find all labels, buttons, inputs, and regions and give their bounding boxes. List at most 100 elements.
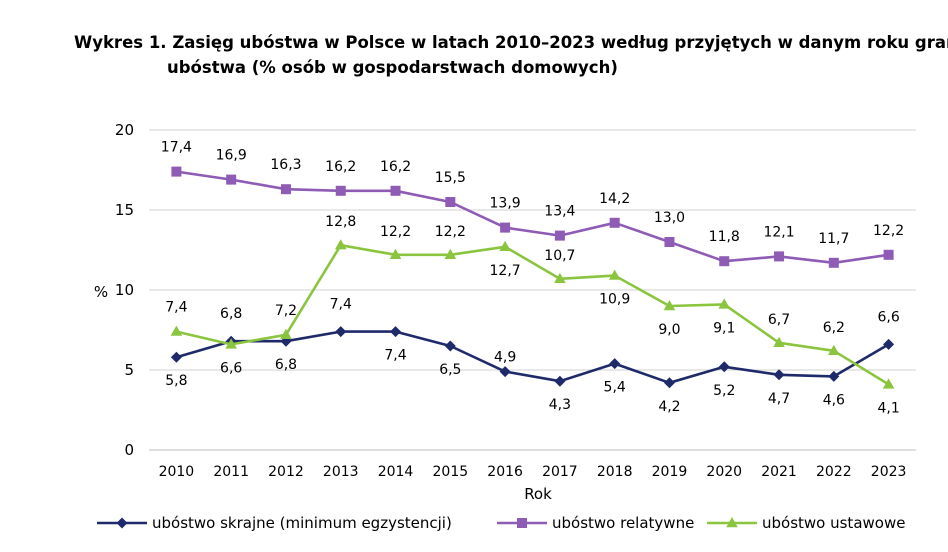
data-point-ustawowe xyxy=(334,239,347,250)
data-point-relatywne xyxy=(171,166,182,177)
data-label-relatywne: 16,2 xyxy=(325,159,356,175)
x-tick-label: 2010 xyxy=(159,464,195,480)
data-point-skrajne xyxy=(390,326,402,338)
series-line-skrajne xyxy=(176,330,890,385)
data-label-ustawowe: 12,2 xyxy=(435,224,466,240)
data-point-relatywne xyxy=(883,249,894,260)
x-tick-label: 2013 xyxy=(323,464,359,480)
data-point-ustawowe xyxy=(389,248,402,259)
legend-marker-relatywne xyxy=(517,518,527,528)
data-point-relatywne xyxy=(445,197,456,207)
data-point-skrajne xyxy=(335,326,347,338)
data-point-skrajne xyxy=(609,358,621,370)
data-point-relatywne xyxy=(664,237,675,247)
data-label-skrajne: 4,6 xyxy=(823,392,845,408)
data-point-ustawowe xyxy=(170,325,183,336)
data-point-skrajne xyxy=(773,369,785,381)
data-label-ustawowe: 7,4 xyxy=(165,300,187,316)
data-label-skrajne: 4,9 xyxy=(494,350,516,366)
data-label-relatywne: 11,7 xyxy=(818,231,849,247)
data-point-relatywne xyxy=(226,174,237,185)
data-point-skrajne xyxy=(663,377,675,389)
data-point-skrajne xyxy=(883,338,895,350)
x-tick-label: 2014 xyxy=(378,464,414,480)
data-label-skrajne: 4,2 xyxy=(658,399,680,415)
data-label-ustawowe: 6,2 xyxy=(823,320,845,336)
series-line-relatywne xyxy=(176,170,889,265)
data-point-relatywne xyxy=(828,257,839,268)
data-point-ustawowe xyxy=(882,378,895,389)
x-tick-label: 2020 xyxy=(706,464,742,480)
y-tick-label: 10 xyxy=(115,281,134,299)
x-tick-label: 2011 xyxy=(213,464,249,480)
data-point-relatywne xyxy=(774,251,785,262)
legend-marker-skrajne xyxy=(116,517,128,529)
data-label-relatywne: 16,2 xyxy=(380,159,411,175)
x-tick-label: 2012 xyxy=(268,464,304,480)
data-point-ustawowe xyxy=(225,338,237,349)
data-label-skrajne: 7,4 xyxy=(384,348,406,364)
data-label-relatywne: 15,5 xyxy=(435,170,466,186)
data-point-ustawowe xyxy=(773,336,785,347)
data-point-relatywne xyxy=(719,256,730,267)
data-point-relatywne xyxy=(390,185,401,196)
data-label-skrajne: 5,8 xyxy=(165,373,187,389)
data-label-relatywne: 13,4 xyxy=(544,204,575,220)
legend-marker-ustawowe xyxy=(726,517,738,528)
data-label-skrajne: 6,5 xyxy=(439,362,461,378)
y-tick-label: 0 xyxy=(124,441,134,459)
data-point-skrajne xyxy=(554,375,566,387)
x-tick-label: 2017 xyxy=(542,464,578,480)
data-point-ustawowe xyxy=(608,269,621,280)
legend-label-relatywne: ubóstwo relatywne xyxy=(552,514,694,532)
chart-title-line-1: Wykres 1. Zasięg ubóstwa w Polsce w lata… xyxy=(74,33,948,52)
data-point-skrajne xyxy=(499,366,511,378)
data-label-ustawowe: 12,7 xyxy=(490,263,521,279)
data-point-ustawowe xyxy=(828,344,840,355)
x-tick-label: 2022 xyxy=(816,464,852,480)
data-point-ustawowe xyxy=(280,328,292,339)
y-axis-title: % xyxy=(94,283,108,301)
legend-label-ustawowe: ubóstwo ustawowe xyxy=(762,514,905,532)
data-label-relatywne: 13,0 xyxy=(654,210,685,226)
data-point-relatywne xyxy=(554,230,565,241)
data-label-skrajne: 4,7 xyxy=(768,391,790,407)
data-label-ustawowe: 6,6 xyxy=(220,360,242,376)
data-label-relatywne: 12,2 xyxy=(873,223,904,239)
data-label-skrajne: 7,4 xyxy=(330,297,352,313)
x-tick-label: 2021 xyxy=(761,464,797,480)
data-label-ustawowe: 10,7 xyxy=(544,248,575,264)
data-label-ustawowe: 12,2 xyxy=(380,224,411,240)
data-label-relatywne: 13,9 xyxy=(490,196,521,212)
x-tick-label: 2015 xyxy=(433,464,469,480)
y-tick-label: 5 xyxy=(124,361,134,379)
chart-title-line-2: ubóstwa (% osób w gospodarstwach domowyc… xyxy=(167,58,618,77)
data-label-relatywne: 11,8 xyxy=(709,229,740,245)
y-tick-label: 20 xyxy=(115,121,134,139)
data-label-skrajne: 4,3 xyxy=(549,397,571,413)
data-point-skrajne xyxy=(828,370,840,382)
x-tick-label: 2023 xyxy=(871,464,907,480)
x-tick-label: 2016 xyxy=(487,464,523,480)
data-label-relatywne: 17,4 xyxy=(161,140,192,156)
data-label-relatywne: 12,1 xyxy=(763,224,794,240)
data-point-ustawowe xyxy=(718,298,731,309)
data-label-skrajne: 5,4 xyxy=(604,380,626,396)
x-tick-label: 2019 xyxy=(652,464,688,480)
data-point-skrajne xyxy=(444,340,456,352)
data-label-relatywne: 14,2 xyxy=(599,191,630,207)
legend-label-skrajne: ubóstwo skrajne (minimum egzystencji) xyxy=(152,514,452,532)
data-label-relatywne: 16,9 xyxy=(216,148,247,164)
series-line-ustawowe xyxy=(176,243,890,386)
data-label-skrajne: 6,6 xyxy=(877,309,899,325)
data-label-ustawowe: 12,8 xyxy=(325,214,356,230)
data-point-ustawowe xyxy=(663,300,676,311)
chart-title: Wykres 1. Zasięg ubóstwa w Polsce w lata… xyxy=(0,0,948,90)
data-point-skrajne xyxy=(170,351,182,363)
data-label-skrajne: 6,8 xyxy=(275,357,297,373)
data-label-skrajne: 5,2 xyxy=(713,383,735,399)
x-tick-label: 2018 xyxy=(597,464,633,480)
data-point-relatywne xyxy=(500,222,511,233)
data-point-ustawowe xyxy=(554,272,566,283)
